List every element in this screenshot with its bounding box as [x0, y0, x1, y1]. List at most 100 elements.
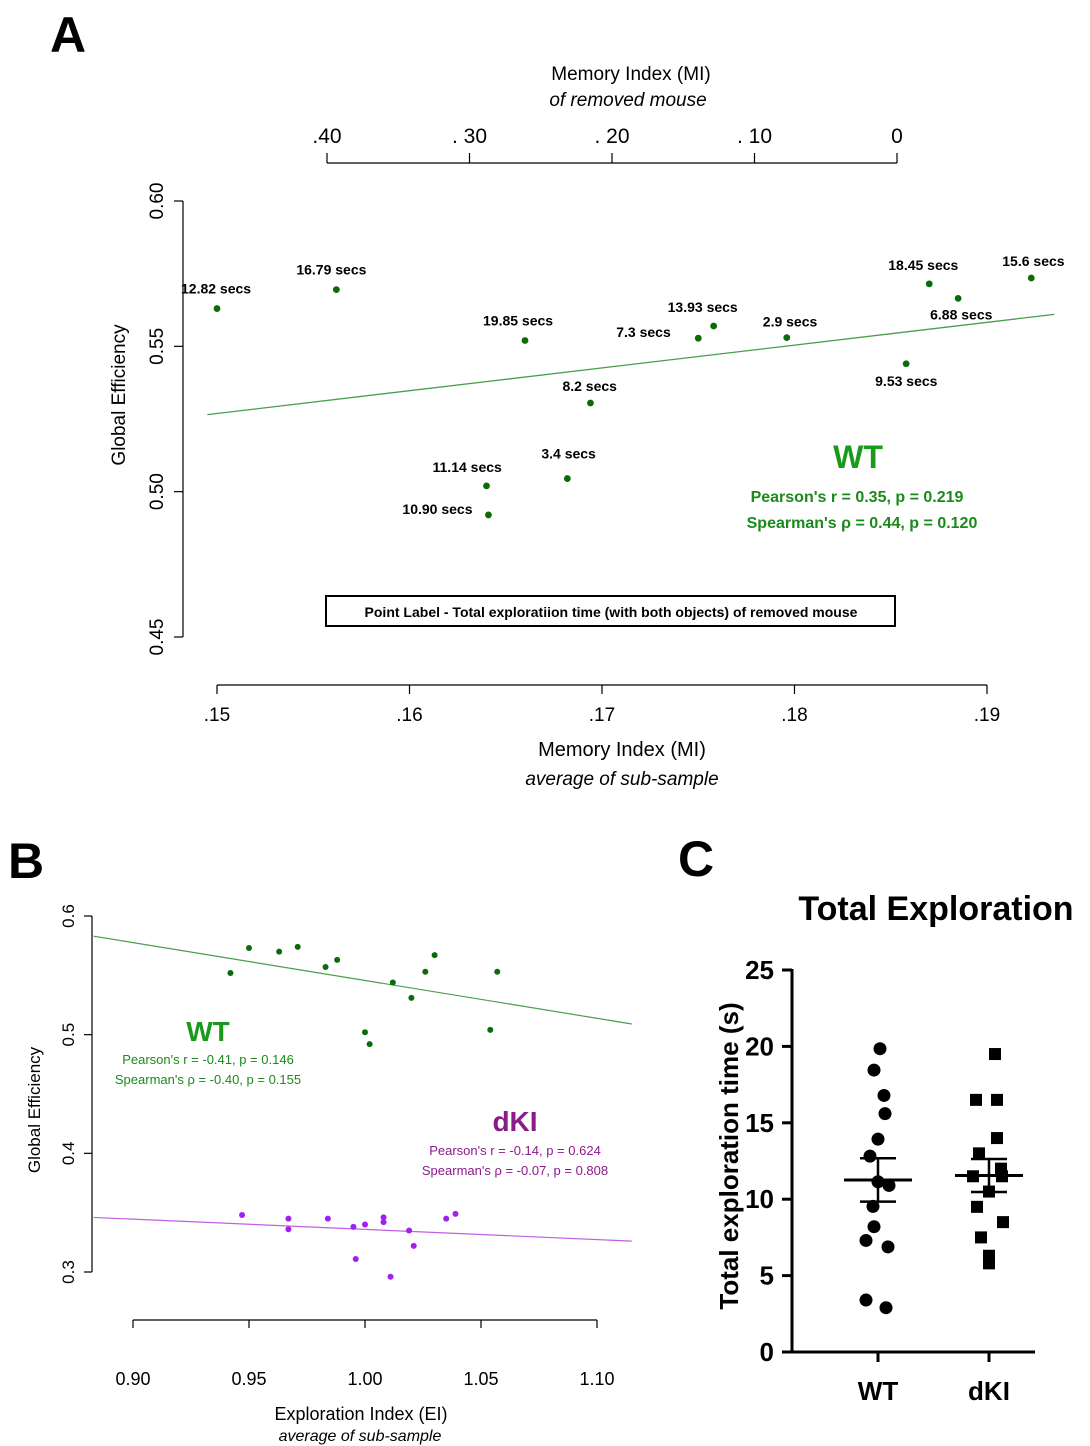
b-dki-data-point — [324, 1215, 331, 1222]
c-title: Total Exploration — [798, 890, 1073, 928]
c-wt-data-point — [863, 1149, 877, 1163]
a-top-axis: .40 . 30 . 20 . 10 0 — [312, 125, 903, 164]
a-point-label: 8.2 secs — [562, 378, 617, 394]
a-x-axis: .15 .16 .17 .18 .19 — [204, 684, 1000, 726]
b-wt-data-point — [227, 969, 234, 976]
b-wt-data-point — [389, 979, 396, 986]
b-y-tick-label: 0.3 — [59, 1260, 78, 1284]
b-wt-data-point — [334, 956, 341, 963]
b-wt-data-point — [362, 1029, 368, 1036]
b-wt-data-point — [431, 952, 438, 959]
c-wt-data-point — [867, 1063, 881, 1077]
c-wt-data-point — [881, 1240, 895, 1254]
b-x-axis-label: Exploration Index (EI) — [274, 1404, 447, 1424]
c-y-tick-label: 0 — [760, 1337, 774, 1367]
a-y-tick-label: 0.50 — [147, 473, 168, 510]
c-wt-data-point — [866, 1199, 880, 1213]
c-wt-data-point — [879, 1301, 893, 1315]
a-point-label: 19.85 secs — [483, 313, 553, 329]
b-dki-data-point — [285, 1226, 292, 1233]
b-wt-label: WT — [186, 1016, 230, 1047]
a-plot-area: 12.82 secs 16.79 secs 19.85 secs 11.14 secs… — [181, 253, 1065, 519]
a-y-tick-label: 0.55 — [147, 328, 168, 365]
b-wt-data-point — [366, 1041, 373, 1048]
b-wt-data-point — [276, 948, 283, 955]
c-y-tick-label: 10 — [745, 1184, 774, 1214]
b-wt-data-point — [422, 968, 429, 975]
a-annotation-text: Point Label - Total exploratiion time (w… — [365, 604, 858, 620]
c-dki-data-point — [989, 1048, 1001, 1061]
b-wt-data-point — [294, 943, 301, 950]
c-wt-data-point — [867, 1220, 881, 1234]
b-wt-data-point — [322, 964, 329, 971]
b-wt-pearson-stat: Pearson's r = -0.41, p = 0.146 — [122, 1052, 294, 1067]
a-point-label: 13.93 secs — [668, 299, 738, 315]
a-x-tick-label: .19 — [974, 705, 1000, 726]
c-wt-data-point — [859, 1293, 873, 1307]
b-dki-data-point — [380, 1214, 387, 1221]
a-top-axis-label: Memory Index (MI) — [551, 64, 710, 85]
a-data-point — [563, 475, 571, 482]
a-point-label: 18.45 secs — [888, 257, 958, 273]
c-wt-data-point — [871, 1132, 885, 1146]
b-dki-label: dKI — [492, 1106, 537, 1137]
a-point-label: 11.14 secs — [433, 459, 503, 475]
a-data-point — [587, 399, 594, 407]
a-data-point — [483, 482, 490, 490]
c-y-axis-label: Total exploration time (s) — [714, 1002, 744, 1309]
b-dki-data-point — [362, 1221, 368, 1228]
panel-label-c: C — [678, 831, 714, 887]
b-wt-data-point — [246, 945, 252, 952]
c-dki-data-point — [970, 1093, 982, 1106]
b-wt-data-point — [487, 1026, 494, 1033]
c-dki-data-point — [991, 1132, 1003, 1145]
b-y-tick-label: 0.6 — [59, 904, 78, 928]
b-wt-data-point — [494, 968, 501, 975]
c-axes: 0 5 10 15 20 25 WT dKI — [745, 955, 1035, 1406]
a-point-label: 2.9 secs — [763, 314, 818, 330]
panel-label-b: B — [8, 833, 44, 889]
b-dki-data-point — [285, 1215, 292, 1222]
c-dki-data-point — [991, 1093, 1003, 1106]
b-x-tick-label: 0.95 — [231, 1369, 266, 1389]
b-y-axis-label: Global Efficiency — [25, 1046, 44, 1173]
a-top-tick-label: . 30 — [452, 125, 487, 148]
c-y-tick-label: 20 — [745, 1031, 774, 1061]
c-x-tick-label: dKI — [968, 1376, 1010, 1406]
a-top-tick-label: 0 — [891, 125, 903, 148]
panel-b: 0.3 0.4 0.5 0.6 0.90 0.95 1.00 1.05 1.10 Global… — [25, 904, 632, 1445]
c-wt-data-point — [882, 1178, 896, 1192]
a-point-label: 15.6 secs — [1002, 253, 1064, 269]
b-dki-data-point — [380, 1219, 387, 1226]
a-x-tick-label: .18 — [781, 705, 807, 726]
b-y-axis: 0.3 0.4 0.5 0.6 — [59, 904, 93, 1284]
a-x-tick-label: .15 — [204, 705, 230, 726]
a-point-label: 12.82 secs — [181, 281, 251, 297]
b-x-tick-label: 1.05 — [463, 1369, 498, 1389]
a-y-tick-label: 0.60 — [147, 183, 168, 220]
a-data-point — [694, 334, 702, 342]
a-y-tick-label: 0.45 — [147, 619, 168, 656]
c-plot-area — [844, 1042, 1023, 1315]
a-data-point — [783, 334, 791, 342]
c-wt-data-point — [877, 1088, 891, 1102]
c-dki-data-point — [997, 1216, 1009, 1229]
b-dki-data-point — [352, 1255, 359, 1262]
b-plot-area — [93, 935, 632, 1280]
a-point-label: 3.4 secs — [541, 446, 596, 462]
c-y-tick-label: 5 — [760, 1261, 774, 1291]
a-point-label: 7.3 secs — [616, 324, 671, 340]
c-x-tick-label: WT — [858, 1376, 899, 1406]
a-x-axis-label: Memory Index (MI) — [538, 739, 706, 761]
b-dki-data-point — [350, 1223, 357, 1230]
b-dki-data-point — [410, 1242, 417, 1249]
b-dki-data-point — [387, 1273, 394, 1280]
a-data-point — [332, 286, 340, 294]
a-data-point — [521, 337, 529, 344]
a-point-label: 10.90 secs — [402, 501, 472, 517]
a-group-label: WT — [833, 439, 883, 475]
b-wt-spearman-stat: Spearman's ρ = -0.40, p = 0.155 — [115, 1072, 301, 1087]
b-dki-spearman-stat: Spearman's ρ = -0.07, p = 0.808 — [422, 1163, 608, 1178]
b-dki-data-point — [406, 1227, 413, 1234]
panel-c: Total Exploration Total exploration time… — [714, 890, 1074, 1406]
